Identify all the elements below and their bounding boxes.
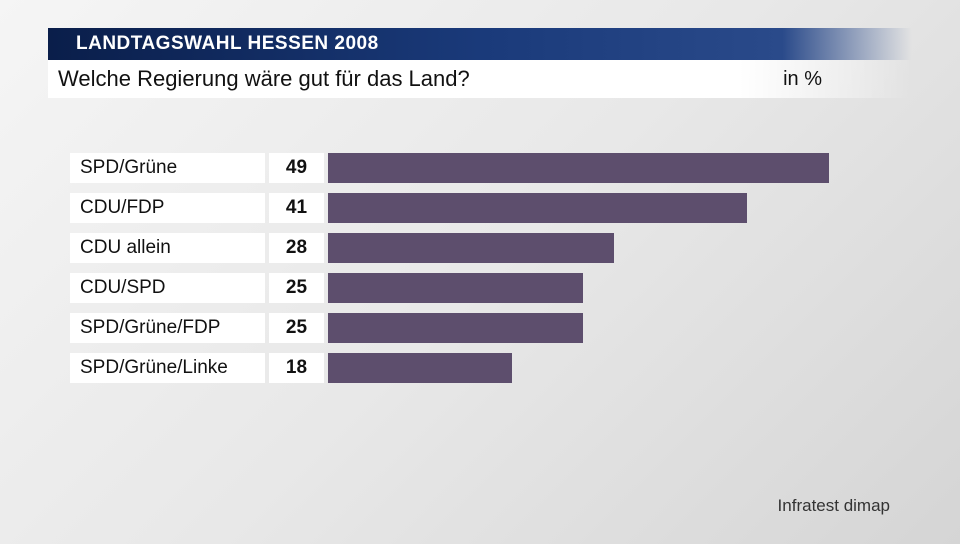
header-banner: LANDTAGSWAHL HESSEN 2008 bbox=[48, 28, 912, 60]
bar-label: CDU allein bbox=[70, 233, 265, 263]
bar-fill bbox=[328, 273, 583, 303]
bar-row: CDU/FDP 41 bbox=[70, 190, 890, 226]
bar-value: 25 bbox=[269, 313, 324, 343]
bar-fill bbox=[328, 353, 512, 383]
bar-value: 41 bbox=[269, 193, 324, 223]
bar-value: 25 bbox=[269, 273, 324, 303]
bar-label: CDU/SPD bbox=[70, 273, 265, 303]
bar-value: 28 bbox=[269, 233, 324, 263]
bar-label: SPD/Grüne bbox=[70, 153, 265, 183]
bar-fill bbox=[328, 153, 829, 183]
header-title: LANDTAGSWAHL HESSEN 2008 bbox=[76, 33, 379, 55]
bar-fill bbox=[328, 193, 747, 223]
bar-label: SPD/Grüne/Linke bbox=[70, 353, 265, 383]
bar-label: SPD/Grüne/FDP bbox=[70, 313, 265, 343]
subtitle-row: Welche Regierung wäre gut für das Land? … bbox=[48, 60, 912, 98]
chart-unit: in % bbox=[783, 68, 822, 91]
bar-row: SPD/Grüne/Linke 18 bbox=[70, 350, 890, 386]
bar-row: CDU/SPD 25 bbox=[70, 270, 890, 306]
source-attribution: Infratest dimap bbox=[778, 496, 890, 516]
bar-label: CDU/FDP bbox=[70, 193, 265, 223]
bar-row: SPD/Grüne 49 bbox=[70, 150, 890, 186]
bar-track bbox=[328, 353, 890, 383]
bar-track bbox=[328, 313, 890, 343]
bar-chart: SPD/Grüne 49 CDU/FDP 41 CDU allein 28 CD… bbox=[70, 150, 890, 390]
bar-track bbox=[328, 193, 890, 223]
chart-question: Welche Regierung wäre gut für das Land? bbox=[58, 66, 470, 92]
bar-track bbox=[328, 153, 890, 183]
bar-value: 49 bbox=[269, 153, 324, 183]
bar-track bbox=[328, 233, 890, 263]
bar-value: 18 bbox=[269, 353, 324, 383]
bar-row: CDU allein 28 bbox=[70, 230, 890, 266]
bar-fill bbox=[328, 233, 614, 263]
bar-fill bbox=[328, 313, 583, 343]
bar-track bbox=[328, 273, 890, 303]
bar-row: SPD/Grüne/FDP 25 bbox=[70, 310, 890, 346]
